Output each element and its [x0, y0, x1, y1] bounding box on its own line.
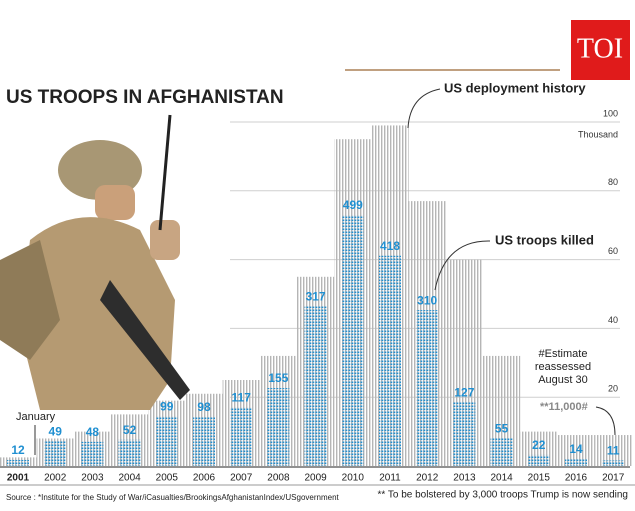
x-tick-label: 2017 [602, 473, 625, 484]
x-tick-label: 2016 [565, 473, 588, 484]
x-tick-label: 2015 [528, 473, 551, 484]
killed-bar [81, 441, 104, 466]
soldier-illustration [0, 114, 190, 410]
killed-bar [453, 402, 476, 466]
killed-bar [416, 310, 439, 466]
killed-bar [602, 460, 625, 466]
killed-bar [304, 306, 327, 466]
x-tick-label: 2006 [193, 473, 216, 484]
killed-bar [565, 458, 587, 466]
data-label: 310 [417, 293, 437, 307]
data-label: 499 [343, 198, 363, 212]
x-tick-label: 2004 [118, 473, 141, 484]
data-label: 11 [607, 444, 620, 458]
killed-bar [7, 459, 29, 466]
x-tick-label: 2005 [156, 473, 179, 484]
killed-bar [155, 416, 178, 466]
data-label: 49 [49, 425, 63, 439]
data-label: 12 [11, 443, 25, 457]
killed-bar [490, 438, 513, 466]
data-label: 127 [454, 385, 474, 399]
y-tick-label: 100 [603, 108, 618, 118]
x-tick-label: 2003 [81, 473, 104, 484]
y-unit: Thousand [578, 129, 618, 139]
annotation: reassessed [535, 361, 591, 373]
data-label: 48 [86, 425, 100, 439]
y-tick-label: 20 [608, 384, 618, 394]
chart-title: US TROOPS IN AFGHANISTAN [6, 87, 284, 108]
annotation: #Estimate [539, 348, 588, 360]
killed-bar [118, 439, 141, 466]
data-label: 14 [569, 442, 583, 456]
x-tick-label: 2007 [230, 473, 253, 484]
data-label: 155 [268, 371, 288, 385]
x-tick-label: 2012 [416, 473, 439, 484]
data-label: 22 [532, 438, 546, 452]
killed-bar [379, 255, 401, 466]
callout [407, 88, 441, 129]
x-tick-label: 2008 [267, 473, 290, 484]
x-tick-label: 2002 [44, 473, 67, 484]
killed-bar [527, 454, 550, 466]
callout [434, 240, 491, 291]
source: Source : *Institute for the Study of War… [6, 493, 340, 502]
killed-bar [44, 441, 67, 466]
data-label: 117 [232, 390, 252, 404]
killed-bar [193, 416, 215, 466]
data-label: 418 [380, 239, 400, 253]
data-label: 55 [495, 422, 509, 436]
data-label: 317 [306, 290, 326, 304]
x-tick-label: 2009 [304, 473, 327, 484]
annotation: **11,000# [540, 401, 588, 413]
annotation: January [16, 411, 56, 423]
x-tick-label: 2013 [453, 473, 476, 484]
killed-bar [230, 407, 253, 466]
callout [595, 406, 616, 436]
y-tick-label: 80 [608, 177, 618, 187]
x-tick-label: 2001 [7, 473, 30, 484]
killed-bar [267, 388, 290, 466]
series-label: US troops killed [495, 232, 594, 247]
data-label: 52 [123, 423, 137, 437]
series-label: US deployment history [444, 80, 586, 95]
killed-bar [341, 215, 364, 466]
data-label: 99 [160, 399, 174, 413]
y-tick-label: 60 [608, 246, 618, 256]
data-label: 98 [197, 400, 211, 414]
x-tick-label: 2011 [379, 473, 401, 484]
x-tick-label: 2014 [490, 473, 513, 484]
footnote: ** To be bolstered by 3,000 troops Trump… [377, 490, 628, 501]
brand-logo [571, 20, 630, 80]
brand-text: TOI [577, 33, 623, 64]
x-tick-label: 2010 [342, 473, 365, 484]
y-tick-label: 40 [608, 315, 618, 325]
annotation: August 30 [538, 374, 588, 386]
